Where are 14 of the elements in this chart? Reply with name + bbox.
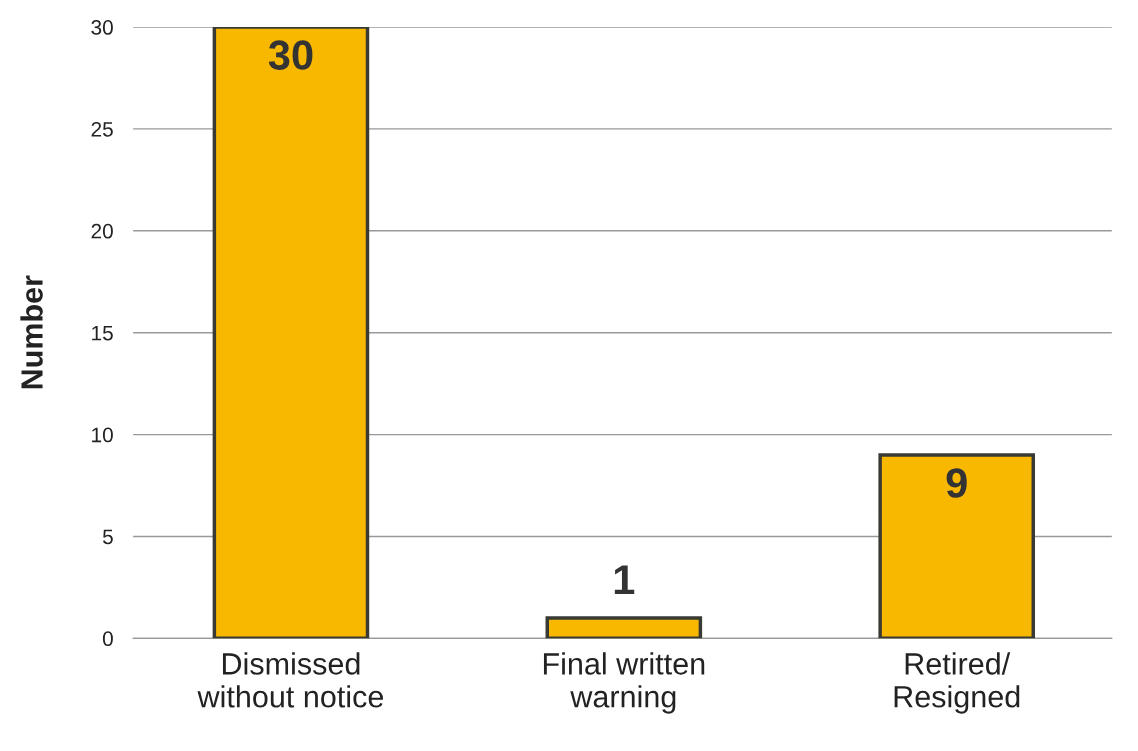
- y-tick-label: 10: [92, 427, 113, 443]
- x-tick-label: Final written warning: [543, 652, 705, 714]
- y-tick-label: 30: [91, 20, 113, 35]
- x-tick-label: Retired/ Resigned: [894, 652, 1020, 714]
- y-axis-title: Number: [20, 275, 43, 389]
- x-tick-label: Dismissed without notice: [197, 652, 383, 708]
- data-label: 9: [946, 468, 967, 498]
- y-tick-label: 25: [91, 121, 113, 137]
- data-label: 30: [268, 40, 313, 70]
- y-tick-label: 15: [92, 325, 113, 341]
- y-tick-label: 5: [102, 529, 113, 545]
- y-tick-label: 20: [91, 223, 113, 239]
- data-label: 1: [614, 565, 635, 595]
- y-tick-label: 0: [102, 631, 113, 647]
